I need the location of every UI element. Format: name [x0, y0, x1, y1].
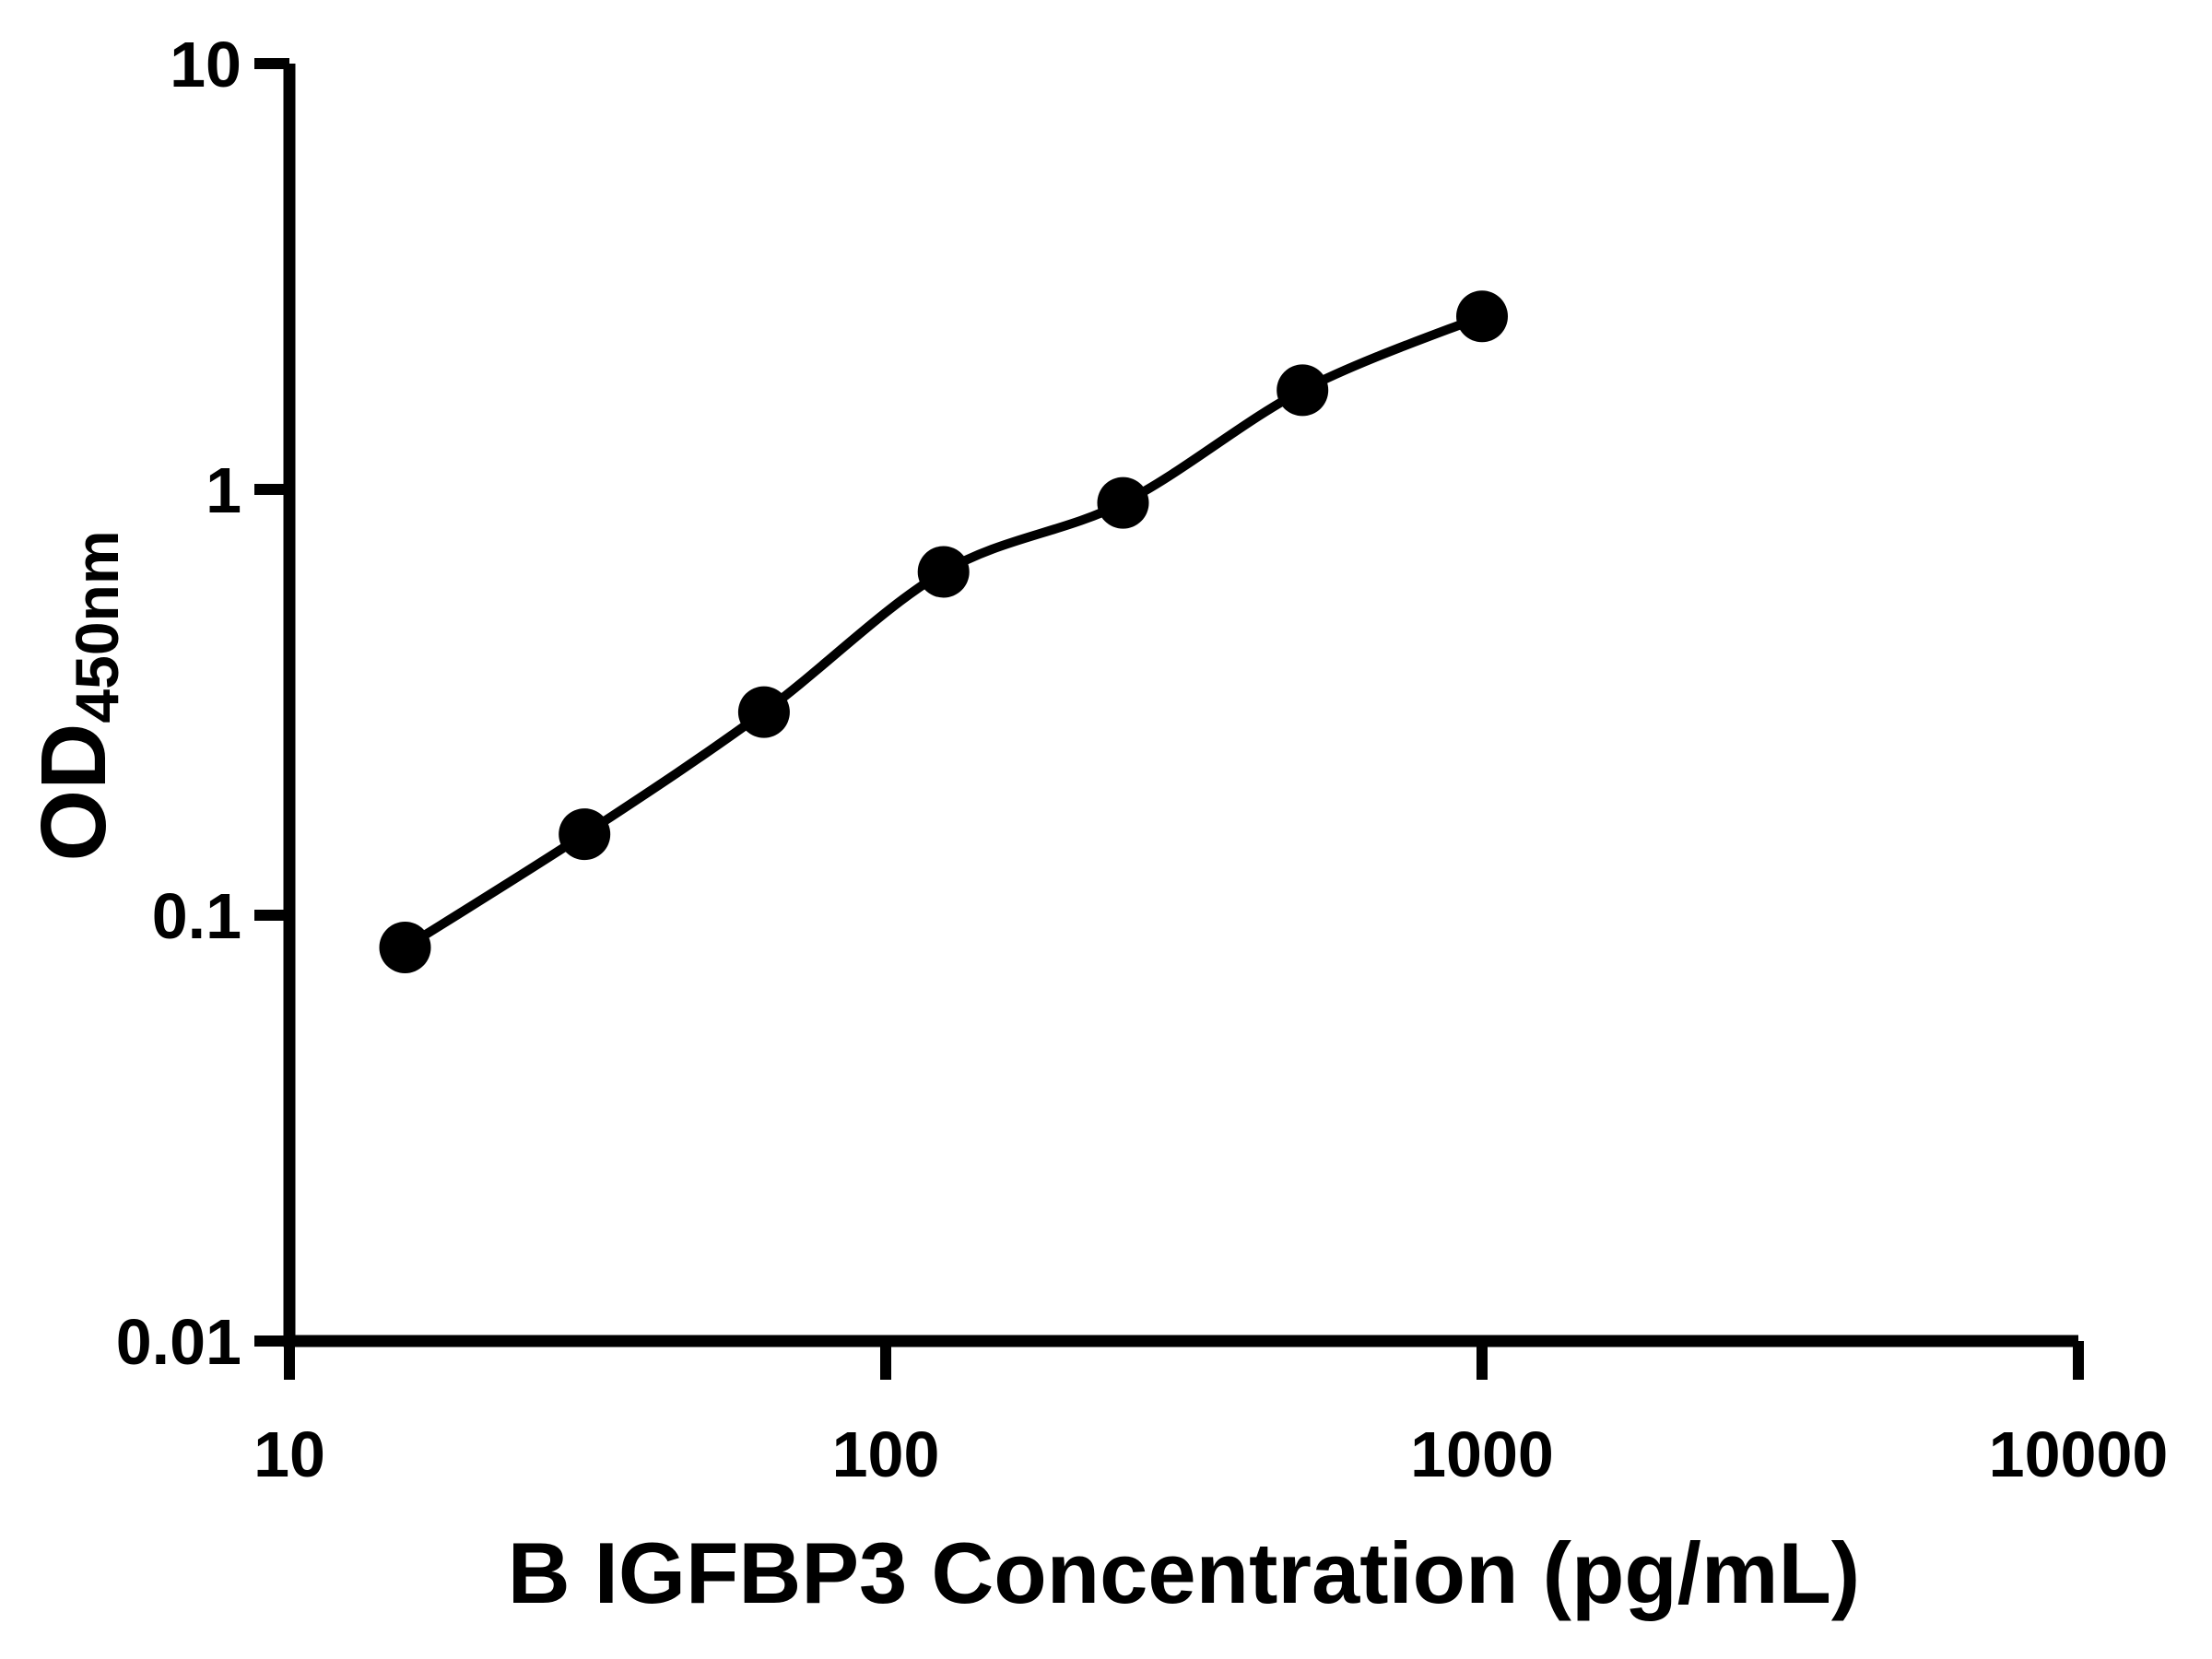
data-point — [917, 546, 970, 598]
x-tick-label: 100 — [832, 1418, 940, 1490]
data-point — [737, 686, 790, 738]
x-tick-label: 10000 — [1989, 1418, 2169, 1490]
y-tick-label: 10 — [170, 29, 241, 100]
data-point — [379, 922, 431, 973]
data-point — [559, 808, 611, 861]
y-tick-label: 0.1 — [152, 880, 241, 952]
y-tick-label: 1 — [206, 454, 241, 526]
data-point — [1097, 477, 1149, 529]
data-point — [1277, 364, 1329, 417]
y-tick-label: 0.01 — [116, 1306, 241, 1378]
x-tick-label: 1000 — [1410, 1418, 1554, 1490]
standard-curve-line — [402, 312, 1484, 952]
data-point — [1456, 290, 1508, 343]
x-tick-label: 10 — [253, 1418, 325, 1490]
y-axis-title: OD450nm — [22, 373, 131, 1018]
y-axis-title-main: OD — [22, 723, 125, 862]
y-axis-title-subscript: 450nm — [63, 530, 131, 724]
x-axis-title: B IGFBP3 Concentration (pg/mL) — [507, 1524, 1861, 1621]
